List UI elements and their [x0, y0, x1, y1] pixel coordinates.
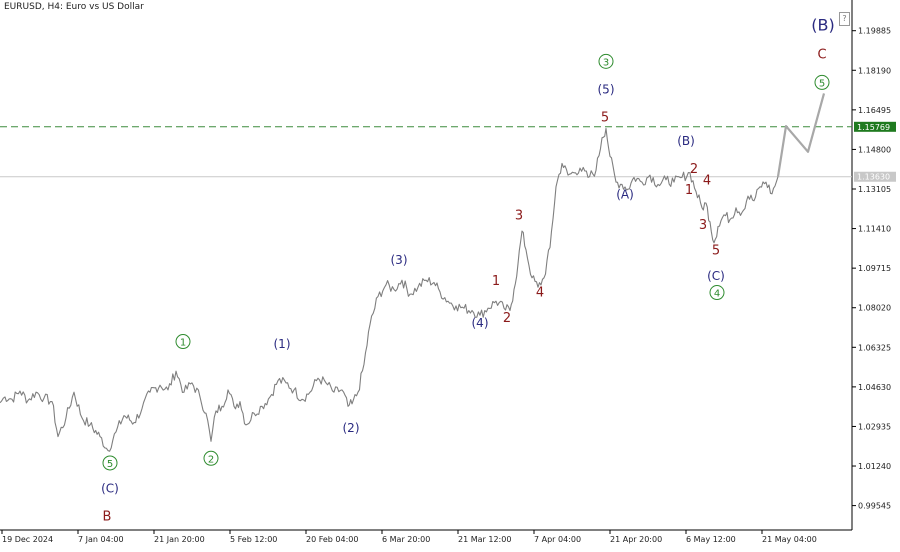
- current-level-label: 1.13630: [857, 173, 890, 182]
- price-tick-label: 1.06325: [858, 343, 891, 352]
- wave-circle: [175, 334, 191, 350]
- wave-label: 5: [601, 110, 609, 125]
- symbol-title: EURUSD, H4: Euro vs US Dollar: [4, 2, 144, 12]
- wave-label-circled: 2: [208, 454, 214, 465]
- time-tick-label: 7 Apr 04:00: [534, 535, 581, 544]
- price-tick-label: 1.01240: [858, 462, 891, 471]
- price-series-line: [0, 127, 779, 452]
- wave-label: (1): [274, 337, 291, 351]
- wave-label-circled: 3: [603, 57, 609, 68]
- wave-label: 5: [712, 243, 720, 258]
- wave-label: B: [103, 510, 112, 525]
- price-tick-label: 1.11410: [858, 225, 891, 234]
- price-tick-label: 1.08020: [858, 304, 891, 313]
- wave-circle: [814, 74, 830, 90]
- wave-label: C: [817, 47, 826, 62]
- price-tick-label: 1.18190: [858, 66, 891, 75]
- price-tick-label: 1.14800: [858, 145, 891, 154]
- wave-label: (C): [101, 482, 119, 496]
- wave-label-circled: 5: [819, 78, 825, 89]
- price-tick-label: 1.02935: [858, 422, 891, 431]
- wave-label-circled: 1: [180, 338, 186, 349]
- wave-label: 2: [503, 311, 511, 326]
- target-level-badge: [854, 121, 896, 132]
- wave-label: 3: [515, 208, 523, 223]
- wave-circle: [102, 455, 118, 471]
- current-level-badge: [854, 171, 896, 182]
- wave-label-circled: 5: [107, 459, 113, 470]
- price-tick-label: 1.19885: [858, 27, 891, 36]
- help-button[interactable]: ?: [839, 12, 850, 26]
- price-tick-label: 1.04630: [858, 383, 891, 392]
- time-tick-label: 21 May 04:00: [762, 535, 817, 544]
- time-tick-label: 21 Mar 12:00: [458, 535, 511, 544]
- target-level-label: 1.15769: [857, 123, 890, 132]
- time-tick-label: 20 Feb 04:00: [306, 535, 358, 544]
- time-tick-label: 6 May 12:00: [686, 535, 736, 544]
- time-tick-label: 7 Jan 04:00: [78, 535, 124, 544]
- wave-label: 3: [699, 218, 707, 233]
- wave-label: 1: [685, 183, 693, 198]
- wave-label: (B): [677, 134, 695, 148]
- time-tick-label: 21 Jan 20:00: [154, 535, 205, 544]
- wave-circle: [709, 285, 725, 301]
- time-tick-label: 21 Apr 20:00: [610, 535, 662, 544]
- wave-label: 1: [492, 274, 500, 289]
- wave-circle: [598, 53, 614, 69]
- wave-label: (5): [598, 82, 615, 96]
- wave-label: (3): [391, 253, 408, 267]
- wave-label: 4: [536, 286, 544, 301]
- wave-label-circled: 4: [714, 289, 720, 300]
- price-tick-label: 1.13105: [858, 185, 891, 194]
- price-tick-label: 1.16495: [858, 106, 891, 115]
- wave-label: (A): [616, 187, 634, 201]
- time-tick-label: 19 Dec 2024: [2, 535, 53, 544]
- projection-path: [776, 93, 826, 177]
- time-tick-label: 5 Feb 12:00: [230, 535, 277, 544]
- time-tick-label: 6 Mar 20:00: [382, 535, 430, 544]
- wave-label: (B): [811, 15, 834, 34]
- price-tick-label: 0.99545: [858, 502, 891, 511]
- wave-label: 2: [690, 162, 698, 177]
- wave-label: 4: [703, 173, 711, 188]
- wave-circle: [203, 450, 219, 466]
- wave-label: (2): [343, 421, 360, 435]
- price-tick-label: 1.09715: [858, 264, 891, 273]
- wave-label: (4): [472, 316, 489, 330]
- wave-label: (C): [707, 269, 725, 283]
